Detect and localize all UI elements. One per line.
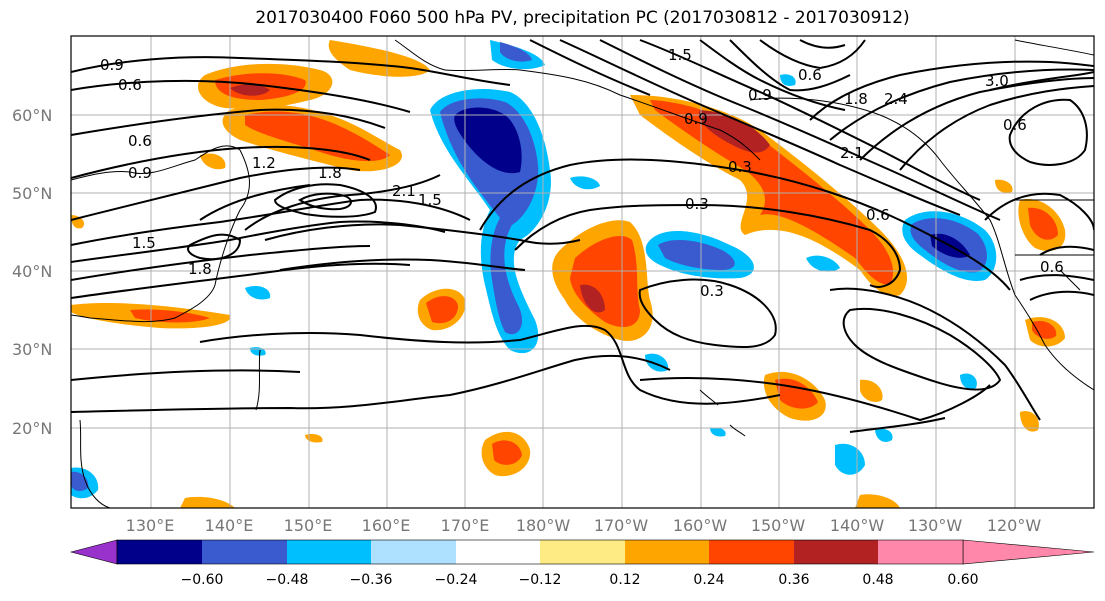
colorbar-segment xyxy=(625,540,709,564)
colorbar-tick-label: −0.60 xyxy=(181,572,224,588)
contour-label: 0.9 xyxy=(100,56,124,74)
contour-label: 0.9 xyxy=(128,164,152,182)
colorbar-frame xyxy=(116,539,964,565)
map-frame xyxy=(70,35,1095,509)
contour-label: 0.3 xyxy=(700,282,724,300)
latitude-labels: 60°N 50°N 40°N 30°N 20°N xyxy=(12,106,52,438)
contour-label: 2.4 xyxy=(884,90,908,108)
colorbar-tick-label: 0.60 xyxy=(947,572,978,588)
contour-label: 0.3 xyxy=(728,158,752,176)
lon-label: 170°W xyxy=(594,516,649,535)
colorbar: −0.60 −0.48 −0.36 −0.24 −0.12 0.12 0.24 … xyxy=(69,539,1095,588)
colorbar-extend-right xyxy=(962,539,1095,565)
contour-label: 0.6 xyxy=(118,76,142,94)
colorbar-segment xyxy=(709,540,794,564)
lon-label: 120°W xyxy=(987,516,1042,535)
contour-label: 0.6 xyxy=(866,206,890,224)
colorbar-extend-left xyxy=(69,539,118,565)
lon-label: 150°E xyxy=(284,516,333,535)
lon-label: 140°W xyxy=(830,516,885,535)
contour-label: 1.5 xyxy=(132,234,156,252)
pv-contours xyxy=(71,39,1094,433)
lon-label: 130°E xyxy=(126,516,175,535)
lat-label: 40°N xyxy=(12,262,52,281)
lon-label: 150°W xyxy=(751,516,806,535)
lat-label: 50°N xyxy=(12,184,52,203)
colorbar-tick-label: 0.48 xyxy=(862,572,893,588)
contour-labels: 0.9 0.6 0.6 0.9 1.2 1.8 2.1 1.5 1.5 1.8 … xyxy=(100,46,1064,300)
colorbar-segment xyxy=(540,540,625,564)
contour-label: 0.6 xyxy=(1003,116,1027,134)
contour-label: 0.9 xyxy=(684,110,708,128)
colorbar-segment xyxy=(371,540,456,564)
lon-label: 160°W xyxy=(673,516,728,535)
colorbar-tick-label: 0.36 xyxy=(778,572,809,588)
contour-label: 1.8 xyxy=(188,260,212,278)
contour-label: 1.5 xyxy=(418,191,442,209)
colorbar-segment xyxy=(117,540,202,564)
lon-label: 180°W xyxy=(516,516,571,535)
contour-label: 2.1 xyxy=(840,144,864,162)
contour-label: 0.9 xyxy=(748,86,772,104)
lon-label: 170°E xyxy=(441,516,490,535)
colorbar-tick-label: 0.24 xyxy=(693,572,724,588)
colorbar-tick-label: −0.36 xyxy=(350,572,393,588)
contour-label: 1.8 xyxy=(318,164,342,182)
colorbar-segment xyxy=(794,540,878,564)
colorbar-tick-label: −0.12 xyxy=(519,572,562,588)
contour-label: 0.6 xyxy=(798,66,822,84)
contour-label: 2.1 xyxy=(392,182,416,200)
longitude-labels: 130°E 140°E 150°E 160°E 170°E 180°W 170°… xyxy=(126,516,1042,535)
precip-negative-shading xyxy=(71,40,997,499)
colorbar-segment xyxy=(202,540,287,564)
contour-label: 0.6 xyxy=(128,132,152,150)
contour-label: 1.5 xyxy=(668,46,692,64)
lat-label: 60°N xyxy=(12,106,52,125)
lon-label: 130°W xyxy=(908,516,963,535)
contour-label: 1.8 xyxy=(844,90,868,108)
contour-label: 1.2 xyxy=(252,154,276,172)
colorbar-segment xyxy=(878,540,963,564)
colorbar-tick-label: −0.48 xyxy=(266,572,309,588)
contour-label: 0.6 xyxy=(1040,258,1064,276)
map-title: 2017030400 F060 500 hPa PV, precipitatio… xyxy=(255,8,910,28)
colorbar-segment xyxy=(287,540,371,564)
colorbar-tick-label: 0.12 xyxy=(609,572,640,588)
colorbar-tick-label: −0.24 xyxy=(435,572,478,588)
contour-label: 0.3 xyxy=(685,195,709,213)
contour-label: 3.0 xyxy=(985,72,1009,90)
colorbar-segment xyxy=(456,540,540,564)
lat-label: 20°N xyxy=(12,419,52,438)
lon-label: 140°E xyxy=(205,516,254,535)
map-gridlines xyxy=(71,36,1094,508)
lat-label: 30°N xyxy=(12,340,52,359)
lon-label: 160°E xyxy=(362,516,411,535)
